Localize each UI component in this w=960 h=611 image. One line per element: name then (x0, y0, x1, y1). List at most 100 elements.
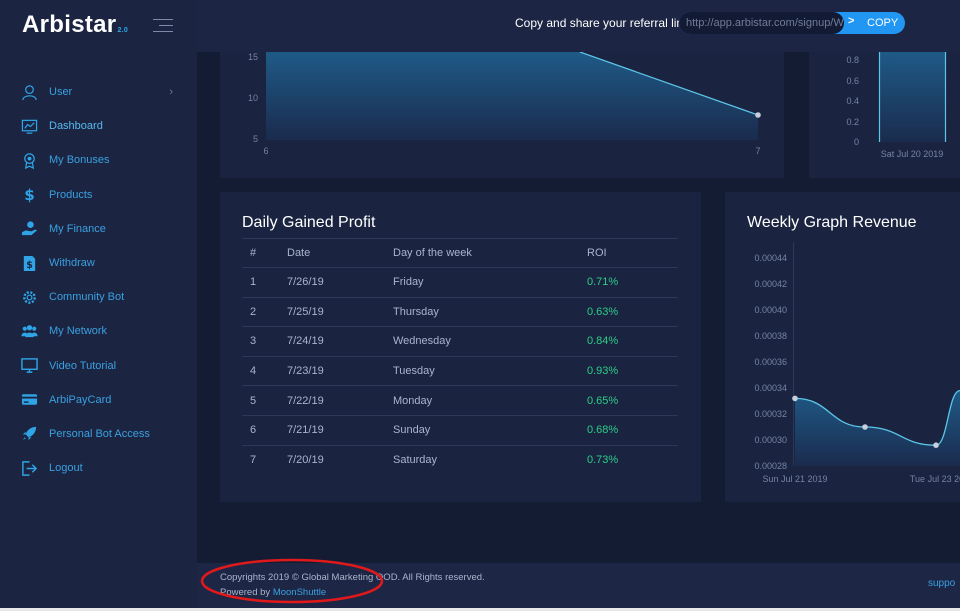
row-date: 7/26/19 (287, 267, 393, 298)
column-header[interactable]: Date (287, 238, 393, 268)
table-row: 1 7/26/19 Friday 0.71% (242, 267, 678, 298)
sidebar-item-label: My Finance (49, 222, 106, 235)
x-tick-label: Sun Jul 21 2019 (762, 474, 827, 484)
row-index: 3 (242, 326, 287, 357)
hamburger-menu-icon[interactable] (153, 17, 173, 33)
table-row: 7 7/20/19 Saturday 0.73% (242, 445, 678, 475)
sidebar-item-user[interactable]: User › (0, 75, 197, 109)
sidebar-item-dashboard[interactable]: Dashboard (0, 109, 197, 143)
sidebar-item-label: My Bonuses (49, 154, 110, 167)
chevron-right-icon: > (848, 15, 855, 27)
column-header[interactable]: # (242, 238, 287, 268)
svg-text:$: $ (26, 260, 33, 271)
y-tick-label: 0.6 (846, 76, 859, 86)
sidebar-item-personal-bot-access[interactable]: Personal Bot Access (0, 417, 197, 451)
data-point[interactable] (792, 395, 798, 402)
y-tick-label: 10 (248, 93, 258, 103)
logo-row: Arbistar2.0 (0, 0, 197, 52)
column-header[interactable]: ROI (587, 238, 678, 268)
panel-title: Daily Gained Profit (242, 214, 376, 231)
referral-link-input[interactable]: http://app.arbistar.com/signup/W (679, 12, 844, 34)
sidebar-item-withdraw[interactable]: $ Withdraw (0, 246, 197, 280)
row-roi: 0.65% (587, 385, 678, 416)
rocket-icon (20, 425, 38, 443)
support-link[interactable]: suppo (928, 578, 956, 589)
row-day: Thursday (393, 297, 587, 328)
hand-coin-icon (20, 220, 38, 238)
referral-box: http://app.arbistar.com/signup/W > COPY (679, 12, 905, 34)
y-tick-label: 0.2 (846, 117, 859, 127)
sidebar-menu: User › Dashboard My Bonuses $ Products M… (0, 75, 197, 485)
row-index: 4 (242, 356, 287, 387)
row-day: Saturday (393, 454, 438, 467)
top-area-chart-panel: 15 10 5 6 7 (220, 51, 784, 178)
sidebar-item-my-network[interactable]: My Network (0, 314, 197, 348)
y-tick-label: 0.4 (846, 96, 859, 106)
data-point[interactable] (933, 442, 939, 448)
y-tick-label: 0.00030 (754, 435, 787, 445)
table-row: 4 7/23/19 Tuesday 0.93% (242, 356, 678, 387)
credit-card-icon (20, 391, 38, 409)
logo[interactable]: Arbistar2.0 (22, 11, 128, 39)
top-bar-chart: 0.8 0.6 0.4 0.2 0 Sat Jul 20 2019 (846, 52, 947, 159)
y-tick-label: 0.00038 (754, 331, 787, 341)
panel-title: Weekly Graph Revenue (747, 214, 917, 231)
dollar-icon: $ (20, 186, 38, 204)
row-day: Sunday (393, 415, 587, 446)
sidebar-item-community-bot[interactable]: Community Bot (0, 280, 197, 314)
gear-icon (20, 288, 38, 306)
sidebar-item-logout[interactable]: Logout (0, 451, 197, 485)
row-roi: 0.93% (587, 356, 678, 387)
row-index: 7 (250, 454, 257, 467)
row-date: 7/25/19 (287, 297, 393, 328)
row-date: 7/23/19 (287, 356, 393, 387)
row-index: 2 (242, 297, 287, 328)
row-day: Tuesday (393, 356, 587, 387)
y-tick-label: 0.00042 (754, 279, 787, 289)
weekly-revenue-chart: 0.00044 0.00042 0.00040 0.00038 0.00036 0.000… (754, 242, 960, 484)
data-point[interactable] (755, 112, 761, 118)
y-tick-label: 0.00034 (754, 383, 787, 393)
row-index: 1 (242, 267, 287, 298)
profit-table: # Date Day of the week ROI 1 7/26/19 Frida… (242, 238, 678, 475)
row-roi: 0.73% (587, 454, 619, 467)
sidebar-item-label: Logout (49, 462, 83, 475)
area-line (579, 51, 759, 116)
sidebar-item-label: User (49, 86, 73, 99)
sidebar-item-my-finance[interactable]: My Finance (0, 212, 197, 246)
powered-by-text: Powered by MoonShuttle (220, 587, 326, 598)
row-roi: 0.71% (587, 267, 678, 298)
x-tick-label: 6 (263, 146, 268, 156)
users-icon (20, 322, 38, 340)
y-tick-label: 0.00028 (754, 461, 787, 471)
chevron-right-icon: › (169, 86, 173, 99)
row-date: 7/21/19 (287, 415, 393, 446)
x-tick-label: 7 (755, 146, 760, 156)
y-tick-label: 5 (253, 134, 258, 144)
sidebar-item-my-bonuses[interactable]: My Bonuses (0, 143, 197, 177)
y-tick-label: 0.00032 (754, 409, 787, 419)
y-tick-label: 15 (248, 52, 258, 62)
row-day: Wednesday (393, 326, 587, 357)
moonshuttle-link[interactable]: MoonShuttle (272, 587, 327, 598)
row-day: Friday (393, 267, 587, 298)
table-row: 2 7/25/19 Thursday 0.63% (242, 297, 678, 328)
column-header[interactable]: Day of the week (393, 238, 587, 268)
topbar: Copy and share your referral link http:/… (197, 0, 960, 52)
sidebar-item-video-tutorial[interactable]: Video Tutorial (0, 349, 197, 383)
row-roi: 0.84% (587, 326, 678, 357)
bar[interactable] (879, 52, 945, 142)
row-date: 7/20/19 (287, 454, 324, 467)
table-row: 6 7/21/19 Sunday 0.68% (242, 415, 678, 446)
sidebar-item-label: Personal Bot Access (49, 427, 150, 440)
red-annotation-ellipse (200, 558, 384, 604)
x-tick-label: Sat Jul 20 2019 (881, 149, 944, 159)
row-index: 6 (242, 415, 287, 446)
data-point[interactable] (862, 424, 868, 430)
sidebar-item-products[interactable]: $ Products (0, 178, 197, 212)
row-date: 7/24/19 (287, 326, 393, 357)
copy-button[interactable]: COPY (867, 17, 899, 29)
medal-icon (20, 151, 38, 169)
top-bar-chart-panel: 0.8 0.6 0.4 0.2 0 Sat Jul 20 2019 (809, 52, 960, 178)
sidebar-item-arbipaycard[interactable]: ArbiPayCard (0, 383, 197, 417)
